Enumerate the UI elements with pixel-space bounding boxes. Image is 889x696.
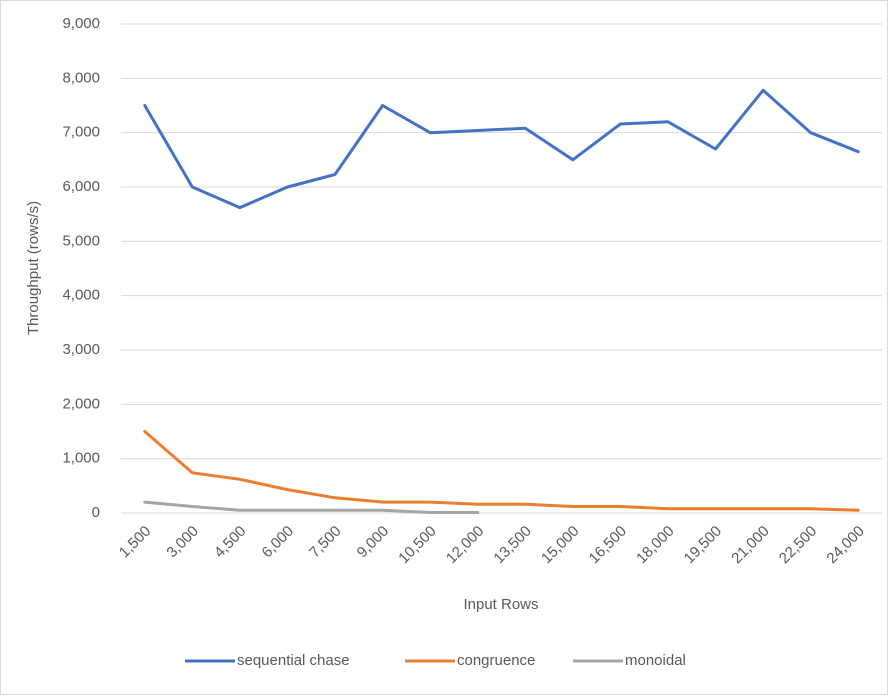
x-axis-title: Input Rows bbox=[463, 596, 538, 613]
y-tick-label: 9,000 bbox=[62, 15, 100, 32]
legend-label: congruence bbox=[457, 652, 535, 669]
y-axis-title: Throughput (rows/s) bbox=[25, 201, 42, 335]
y-tick-label: 0 bbox=[92, 504, 100, 521]
y-tick-label: 6,000 bbox=[62, 178, 100, 195]
y-tick-label: 1,000 bbox=[62, 450, 100, 467]
series-line bbox=[143, 88, 860, 210]
y-tick-label: 3,000 bbox=[62, 341, 100, 358]
series-line bbox=[143, 500, 480, 514]
y-tick-label: 4,000 bbox=[62, 287, 100, 304]
legend-label: sequential chase bbox=[237, 652, 350, 669]
legend-label: monoidal bbox=[625, 652, 686, 669]
y-tick-label: 8,000 bbox=[62, 69, 100, 86]
y-tick-label: 2,000 bbox=[62, 395, 100, 412]
y-tick-label: 7,000 bbox=[62, 124, 100, 141]
series-line bbox=[143, 430, 860, 512]
y-tick-label: 5,000 bbox=[62, 232, 100, 249]
